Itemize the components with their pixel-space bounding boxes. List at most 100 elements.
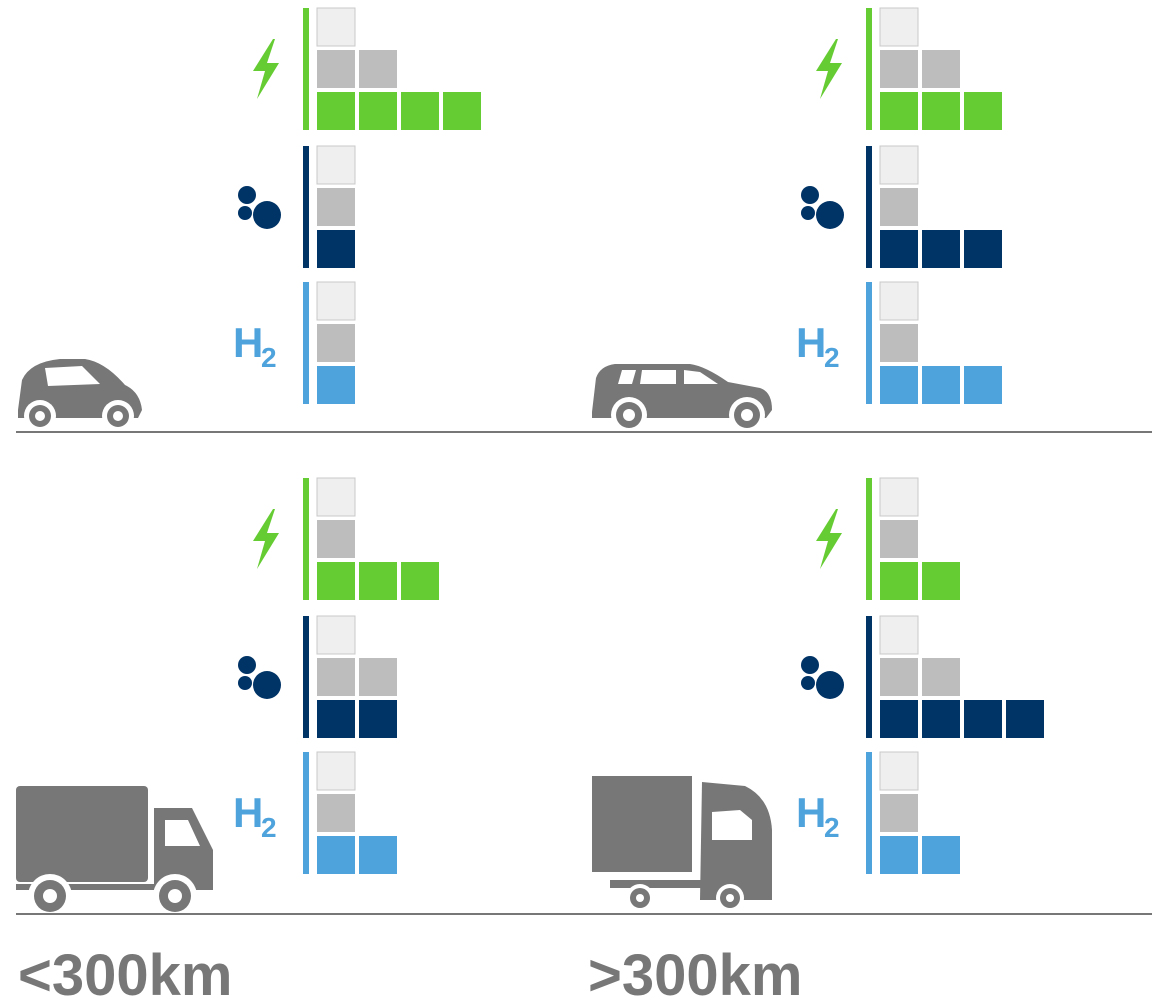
block (317, 50, 355, 88)
block (922, 562, 960, 600)
block (317, 366, 355, 404)
row-bar (303, 8, 309, 130)
block (359, 50, 397, 88)
block (964, 230, 1002, 268)
block (317, 92, 355, 130)
fuel-icon (238, 186, 256, 204)
hydrogen-symbol: H (796, 789, 826, 836)
block-group (880, 230, 1002, 268)
fuel-icon (801, 186, 819, 204)
block-group (317, 230, 355, 268)
block (880, 188, 918, 226)
block (964, 366, 1002, 404)
block-group (317, 562, 439, 600)
block (880, 92, 918, 130)
fuel-icon (816, 671, 844, 699)
row-bar (303, 752, 309, 874)
block (401, 562, 439, 600)
block-group (880, 616, 918, 654)
block (880, 282, 918, 320)
block-group (317, 794, 355, 832)
block-group (317, 616, 355, 654)
block-group (317, 700, 397, 738)
block (317, 700, 355, 738)
block (317, 324, 355, 362)
hydrogen-subscript: 2 (261, 812, 277, 843)
block (922, 50, 960, 88)
electric-icon (253, 509, 279, 569)
block-group (317, 324, 355, 362)
block-group (317, 146, 355, 184)
block (964, 92, 1002, 130)
block (1006, 700, 1044, 738)
block-group (317, 658, 397, 696)
block-group (317, 836, 397, 874)
semi-truck (592, 776, 772, 912)
row-bar (866, 752, 872, 874)
fuel-icon (816, 201, 844, 229)
block (922, 700, 960, 738)
range-label: <300km (18, 943, 232, 1001)
block (922, 658, 960, 696)
block-group (880, 752, 918, 790)
fuel-icon (253, 671, 281, 699)
block (317, 658, 355, 696)
row-bar (303, 616, 309, 738)
block-group (880, 836, 960, 874)
suv (592, 364, 772, 433)
fuel-icon (801, 676, 815, 690)
block-group (317, 8, 355, 46)
block (317, 188, 355, 226)
hydrogen-subscript: 2 (824, 812, 840, 843)
block-group (880, 700, 1044, 738)
block-group (880, 794, 918, 832)
fuel-icon (801, 656, 819, 674)
page: <300km >300km H2H2H2H2 (() => { const da… (0, 0, 1152, 1001)
small-car (18, 359, 142, 432)
block (880, 752, 918, 790)
row-bar (866, 282, 872, 404)
block-group (880, 50, 960, 88)
truck (16, 786, 213, 918)
fuel-icon (238, 676, 252, 690)
row-bar (303, 478, 309, 600)
block (359, 836, 397, 874)
block (317, 794, 355, 832)
block (880, 324, 918, 362)
block-group (317, 188, 355, 226)
block-group (880, 366, 1002, 404)
block-group (317, 366, 355, 404)
block-group (880, 520, 918, 558)
range-label: >300km (588, 943, 802, 1001)
row-bar (303, 282, 309, 404)
electric-icon (816, 39, 842, 99)
block (880, 616, 918, 654)
block (880, 794, 918, 832)
block (880, 478, 918, 516)
block (880, 520, 918, 558)
block (317, 478, 355, 516)
electric-icon (253, 39, 279, 99)
block (359, 92, 397, 130)
row-bar (303, 146, 309, 268)
block (880, 658, 918, 696)
block (317, 562, 355, 600)
block (317, 520, 355, 558)
block-group (880, 282, 918, 320)
row-bar (866, 616, 872, 738)
block-group (317, 478, 355, 516)
block-group (317, 282, 355, 320)
hydrogen-subscript: 2 (824, 342, 840, 373)
block (922, 366, 960, 404)
block (922, 92, 960, 130)
block (964, 700, 1002, 738)
block (880, 836, 918, 874)
block (317, 230, 355, 268)
block (359, 700, 397, 738)
row-bar (866, 8, 872, 130)
block-group (880, 146, 918, 184)
block-group (880, 188, 918, 226)
fuel-icon (253, 201, 281, 229)
block-group (317, 92, 481, 130)
block (359, 562, 397, 600)
